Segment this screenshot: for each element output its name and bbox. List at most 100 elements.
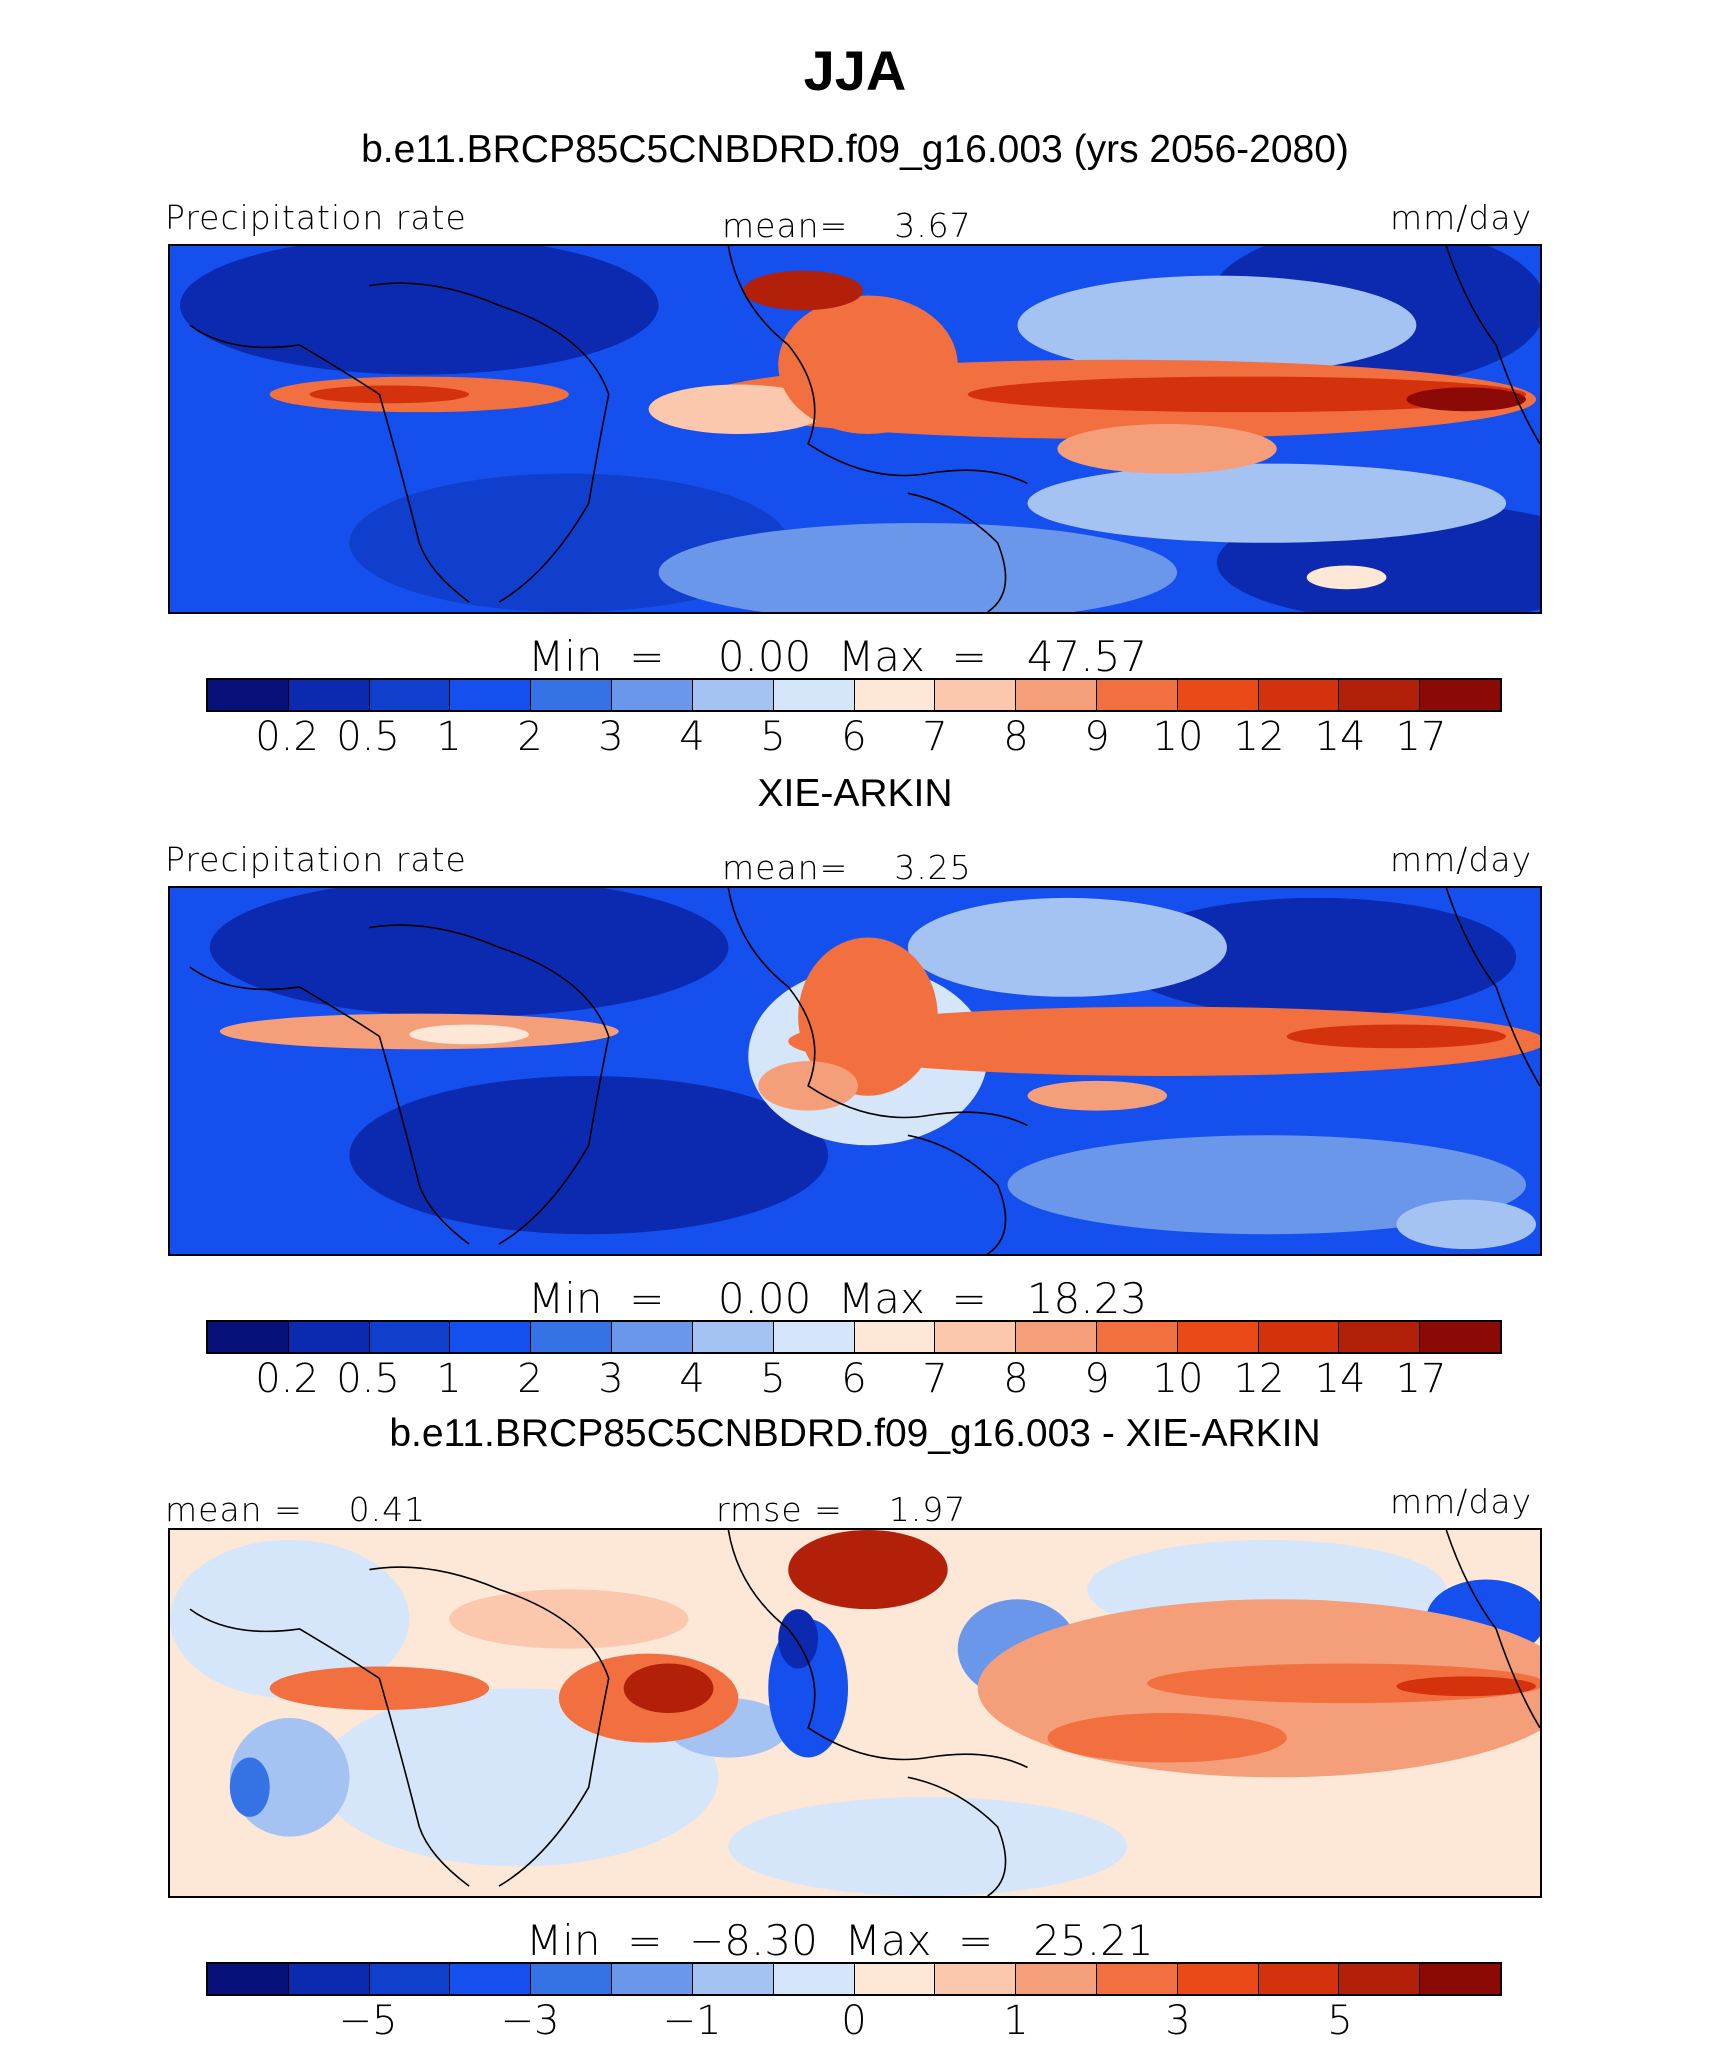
colorbar-tick-label: −1 [662,1998,722,2044]
colorbar-bin [1339,1322,1421,1352]
colorbar-bin [1096,1964,1178,1994]
coastline [907,1134,1007,1254]
coastline [189,1608,470,1887]
field-patch [269,1666,490,1711]
colorbar-bin [1258,1322,1340,1352]
colorbar-bin [854,1322,936,1352]
field-patch [1027,1080,1168,1111]
colorbar-tick-label: 17 [1395,1356,1447,1402]
colorbar-bin [854,680,936,710]
colorbar-bin [692,1322,774,1352]
colorbar-tick-label: 3 [1165,1998,1191,2044]
field-patch [1306,565,1387,590]
colorbar-bin [1177,1322,1259,1352]
panel3-minmax: Min = −8.30 Max = 25.21 [526,1916,1154,1965]
colorbar-bin [531,1322,613,1352]
figure-title: JJA [803,39,907,102]
field-patch [309,385,470,404]
colorbar-tick-label: 0.2 [255,1356,319,1402]
panel2-title: XIE-ARKIN [757,772,953,815]
colorbar-tick-label: 5 [760,1356,786,1402]
field-patch [1047,1713,1287,1763]
field-patch [778,295,958,434]
colorbar-tick-label: 14 [1314,714,1366,760]
field-patch [967,376,1527,413]
coastline [907,492,1007,612]
colorbar-tick-label: −3 [500,1998,560,2044]
panel1-map [168,244,1542,614]
panel3-title: b.e11.BRCP85C5CNBDRD.f09_g16.003 - XIE-A… [389,1412,1321,1455]
colorbar-tick-label: 7 [922,1356,948,1402]
field-patch [180,246,659,375]
coastline [1445,888,1540,1087]
colorbar-bin [773,680,855,710]
panel3-rmse-label: rmse = 1.97 [716,1490,967,1529]
field-patch [728,1797,1128,1896]
colorbar-tick-label: 12 [1233,1356,1285,1402]
colorbar-bin [1016,1964,1097,1994]
coastline [369,1566,610,1887]
colorbar-tick-label: 0.5 [336,714,400,760]
colorbar-tick-label: 6 [841,714,867,760]
field-patch [209,888,729,1017]
field-patch [907,897,1227,997]
colorbar-tick-label: 1 [436,1356,462,1402]
colorbar-tick-label: 2 [517,714,543,760]
panel2-minmax: Min = 0.00 Max = 18.23 [528,1274,1148,1323]
panel3-units: mm/day [1390,1482,1533,1521]
colorbar-bin [450,680,532,710]
coastline [1445,1530,1540,1729]
colorbar-bin [288,1964,370,1994]
colorbar-bin [531,1964,613,1994]
colorbar-bin [288,1322,370,1352]
colorbar-bin [1258,680,1340,710]
colorbar-bin [531,680,613,710]
colorbar-tick-label: 10 [1152,1356,1204,1402]
colorbar-bin [935,1964,1017,1994]
colorbar-bin [1096,680,1178,710]
field-patch [1406,387,1527,412]
field-patch [1007,1135,1527,1235]
colorbar-bin [1258,1964,1340,1994]
field-patch [778,1609,819,1669]
panel1-left-label: Precipitation rate [165,198,467,237]
coastline [727,1530,1028,1769]
field-patch [1396,1199,1537,1250]
colorbar-tick-label: 3 [598,1356,624,1402]
coastline [1445,246,1540,445]
colorbar-tick-label: 17 [1395,714,1447,760]
colorbar-bin [369,1322,451,1352]
colorbar-bin [1177,680,1259,710]
colorbar-tick-label: 10 [1152,714,1204,760]
colorbar-bin [208,1322,289,1352]
colorbar-tick-label: 12 [1233,714,1285,760]
colorbar-tick-label: 5 [760,714,786,760]
panel3-colorbar-ticks: −5 −3 −1 0 1 3 5 [0,1998,1710,2050]
colorbar-tick-label: 1 [436,714,462,760]
coastline [369,924,610,1245]
colorbar-tick-label: 14 [1314,1356,1366,1402]
panel3-colorbar [206,1962,1502,1996]
panel3-map-svg [170,1530,1540,1896]
colorbar-tick-label: 4 [679,1356,705,1402]
colorbar-bin [612,1322,693,1352]
colorbar-bin [612,680,693,710]
colorbar-tick-label: 0 [841,1998,867,2044]
colorbar-bin [1016,680,1097,710]
colorbar-tick-label: 9 [1084,714,1110,760]
coastline [189,966,470,1245]
field-patch [1286,1024,1507,1049]
panel2-left-label: Precipitation rate [165,840,467,879]
colorbar-bin [1420,680,1500,710]
panel1-title: b.e11.BRCP85C5CNBDRD.f09_g16.003 (yrs 20… [361,128,1349,171]
panel2-colorbar [206,1320,1502,1354]
colorbar-bin [935,1322,1017,1352]
colorbar-bin [1339,680,1421,710]
panel1-units: mm/day [1390,198,1533,237]
coastline [189,324,470,603]
colorbar-tick-label: 1 [1003,1998,1029,2044]
colorbar-bin [692,1964,774,1994]
field-patch [449,1589,689,1649]
field-patch [658,522,1177,612]
coastline [907,1776,1007,1896]
